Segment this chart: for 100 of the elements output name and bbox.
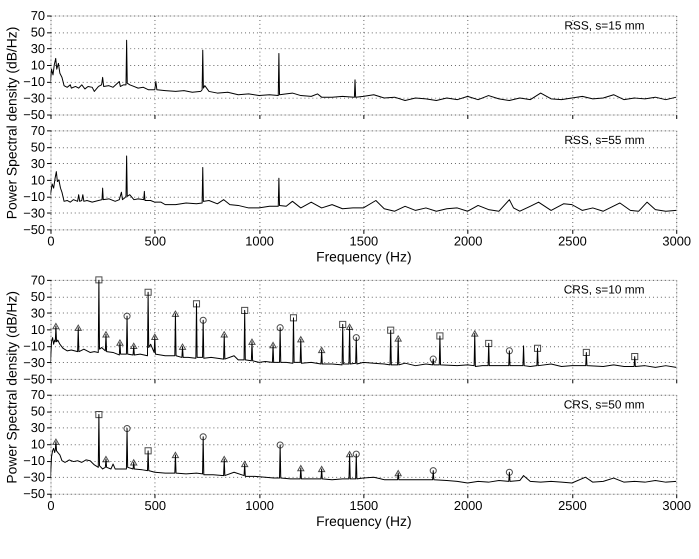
point [297, 336, 304, 342]
point [290, 314, 298, 322]
y-tick-label: 30 [30, 156, 46, 171]
y-tick-label: 10 [30, 172, 46, 188]
point [582, 348, 590, 356]
y-tick-label: 30 [30, 420, 46, 436]
point [485, 340, 492, 347]
point [352, 334, 360, 342]
y-axis-title: Power Spectral density (dB/Hz) [3, 26, 20, 220]
x-tick-label: 1500 [350, 498, 378, 514]
x-tick-label: 2500 [558, 234, 587, 249]
x-axis-title: Frequency (Hz) [316, 248, 412, 265]
y-tick-label: 50 [30, 288, 46, 304]
x-tick-label: 2500 [558, 498, 587, 514]
point [318, 466, 326, 472]
y-tick-label: −30 [23, 205, 46, 220]
point [534, 344, 542, 352]
point [220, 331, 228, 338]
point [52, 438, 60, 445]
point [241, 460, 248, 468]
y-tick-label: 70 [30, 272, 46, 288]
y-tick-label: −10 [23, 188, 46, 204]
y-tick-label: −30 [23, 470, 46, 485]
point [123, 312, 131, 320]
x-tick-label: 2000 [454, 234, 482, 249]
x-tick-label: 1000 [245, 234, 274, 249]
annotation: RSS, s=55 mm [564, 133, 645, 148]
point [276, 442, 284, 449]
point [95, 410, 102, 418]
x-tick-label: 0 [47, 234, 55, 249]
x-tick-label: 500 [144, 234, 166, 249]
point [506, 347, 513, 354]
point [506, 468, 513, 476]
point [130, 342, 138, 350]
point [144, 447, 152, 454]
annotation: RSS, s=15 mm [564, 18, 645, 32]
point [52, 322, 60, 330]
point [248, 338, 256, 345]
y-tick-label: −50 [23, 222, 46, 237]
y-tick-label: −10 [23, 74, 46, 89]
point [200, 316, 207, 324]
y-tick-label: −10 [23, 453, 46, 468]
point [276, 324, 284, 332]
x-tick-label: 0 [47, 498, 55, 514]
y-tick-label: −30 [23, 354, 46, 370]
y-tick-label: 50 [30, 139, 46, 154]
point [346, 324, 354, 330]
point [270, 342, 277, 348]
point [430, 467, 437, 474]
point [346, 450, 354, 458]
point [297, 465, 304, 472]
point [394, 335, 402, 342]
point [74, 324, 82, 331]
point [394, 470, 402, 476]
y-tick-label: 50 [30, 24, 46, 40]
point [116, 339, 124, 346]
annotation: CRS, s=10 mm [564, 282, 645, 297]
point [352, 450, 360, 458]
point [172, 452, 179, 458]
y-tick-label: 70 [30, 387, 46, 402]
point [471, 330, 478, 337]
point [220, 456, 228, 462]
point [430, 356, 437, 363]
point [241, 306, 248, 314]
point [200, 433, 207, 440]
y-tick-label: −30 [23, 90, 46, 106]
y-tick-label: 30 [30, 40, 46, 56]
point [631, 353, 638, 360]
point [123, 425, 131, 432]
point [102, 331, 110, 338]
x-tick-label: 2000 [454, 498, 482, 514]
line-series [50, 155, 676, 212]
y-tick-label: 10 [30, 57, 46, 72]
point [144, 288, 152, 296]
x-tick-label: 3000 [662, 498, 692, 514]
y-tick-label: −50 [23, 486, 46, 502]
x-tick-label: 500 [144, 498, 166, 514]
point [436, 332, 444, 340]
point [172, 310, 179, 317]
y-tick-label: −50 [23, 106, 46, 122]
annotation: CRS, s=50 mm [564, 398, 645, 412]
y-axis-title: Power Spectral density (dB/Hz) [3, 291, 20, 484]
point [130, 459, 138, 466]
point [387, 326, 394, 334]
y-tick-label: 30 [30, 305, 46, 320]
x-tick-label: 3000 [662, 234, 692, 249]
y-tick-label: 10 [30, 322, 46, 337]
point [95, 276, 102, 284]
y-tick-label: 10 [30, 436, 46, 452]
point [178, 344, 186, 350]
x-tick-label: 1500 [350, 234, 378, 249]
y-tick-label: 50 [30, 404, 46, 419]
point [318, 346, 326, 354]
point [339, 320, 346, 328]
point [192, 300, 200, 308]
x-axis-title: Frequency (Hz) [316, 512, 412, 529]
y-tick-label: 70 [30, 8, 46, 23]
point [151, 334, 158, 340]
y-tick-label: −50 [23, 371, 46, 386]
point [102, 456, 110, 462]
